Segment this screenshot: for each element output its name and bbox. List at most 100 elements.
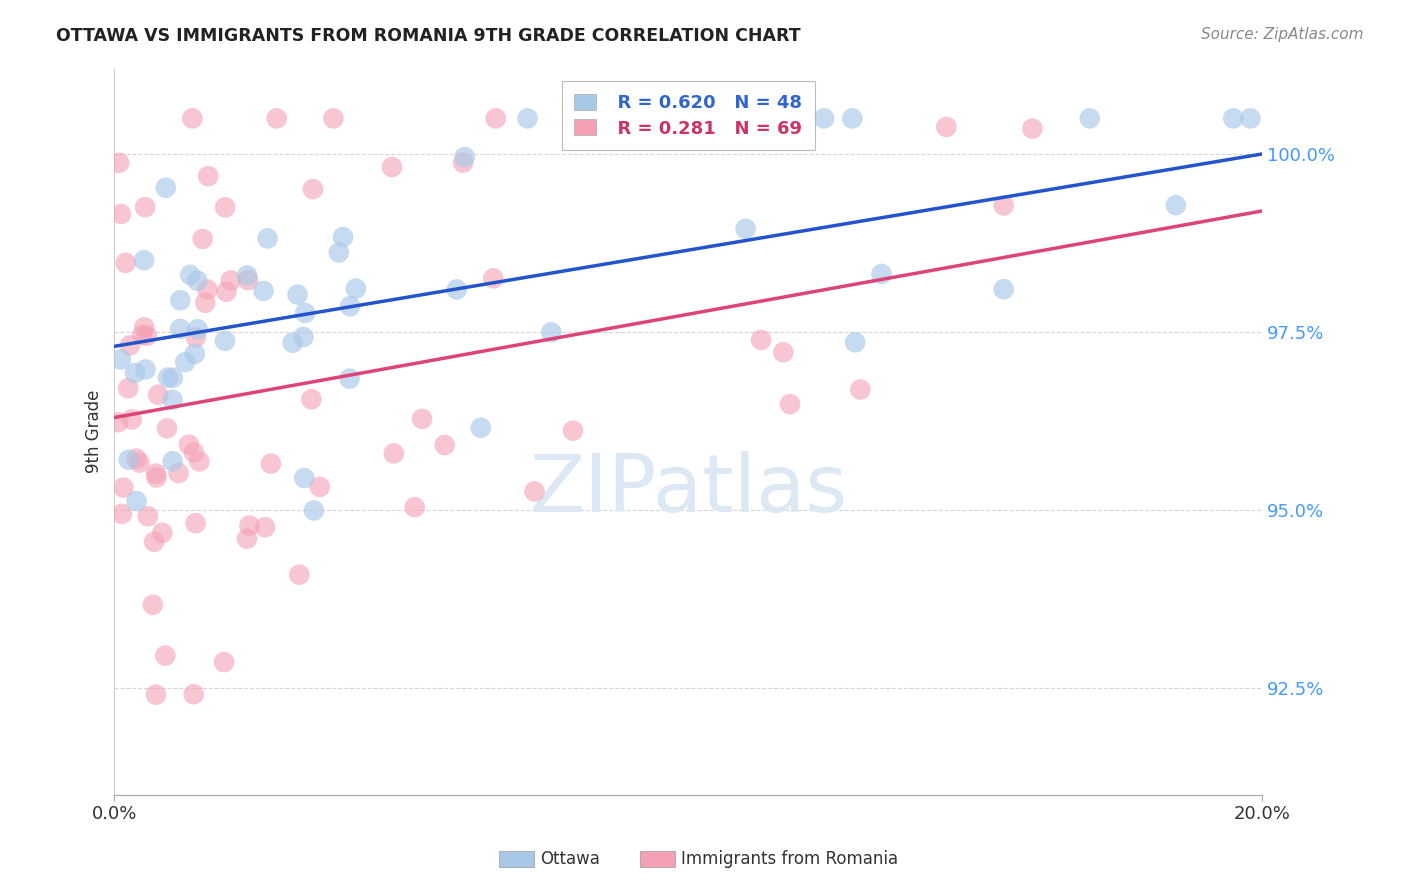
Point bbox=[734, 221, 756, 235]
Point bbox=[131, 328, 153, 343]
Point bbox=[236, 268, 259, 283]
Point bbox=[470, 421, 492, 435]
Point bbox=[562, 424, 585, 438]
Text: Source: ZipAtlas.com: Source: ZipAtlas.com bbox=[1201, 27, 1364, 42]
Point bbox=[179, 268, 201, 282]
Point bbox=[841, 112, 863, 126]
Point bbox=[135, 362, 157, 376]
Point bbox=[110, 207, 132, 221]
Point bbox=[215, 285, 238, 299]
Point bbox=[186, 274, 208, 288]
Point bbox=[236, 532, 259, 546]
Point bbox=[177, 437, 200, 451]
Point bbox=[111, 507, 134, 521]
Point bbox=[121, 412, 143, 426]
Point bbox=[772, 345, 794, 359]
Point bbox=[299, 392, 322, 407]
Point bbox=[184, 516, 207, 531]
Point bbox=[136, 328, 159, 343]
Point bbox=[136, 509, 159, 524]
Point bbox=[118, 452, 141, 467]
Point bbox=[162, 370, 184, 384]
Point bbox=[214, 334, 236, 348]
Point bbox=[339, 371, 361, 385]
Point bbox=[540, 326, 562, 340]
Point bbox=[125, 494, 148, 508]
Point bbox=[281, 335, 304, 350]
Point bbox=[749, 333, 772, 347]
Point bbox=[219, 273, 242, 287]
Point bbox=[167, 466, 190, 480]
Point bbox=[197, 169, 219, 183]
Point bbox=[124, 366, 146, 380]
Point bbox=[183, 445, 205, 459]
Point bbox=[145, 470, 167, 484]
Point bbox=[187, 322, 209, 336]
Point bbox=[155, 648, 177, 663]
Point bbox=[156, 370, 179, 384]
Point bbox=[183, 687, 205, 701]
Point bbox=[252, 284, 274, 298]
Text: OTTAWA VS IMMIGRANTS FROM ROMANIA 9TH GRADE CORRELATION CHART: OTTAWA VS IMMIGRANTS FROM ROMANIA 9TH GR… bbox=[56, 27, 801, 45]
Point bbox=[381, 160, 404, 174]
Point bbox=[128, 456, 150, 470]
Point bbox=[328, 245, 350, 260]
Point bbox=[516, 112, 538, 126]
Point bbox=[1021, 121, 1043, 136]
Point bbox=[134, 200, 156, 214]
Point bbox=[292, 471, 315, 485]
Point bbox=[382, 446, 405, 460]
Point bbox=[143, 534, 166, 549]
Point bbox=[993, 198, 1015, 212]
Point bbox=[107, 415, 129, 429]
Point bbox=[302, 182, 325, 196]
Point bbox=[236, 273, 259, 287]
Point bbox=[451, 155, 474, 169]
Point bbox=[446, 283, 468, 297]
Point bbox=[453, 150, 475, 164]
Point bbox=[256, 231, 278, 245]
Point bbox=[194, 296, 217, 310]
Point bbox=[813, 112, 835, 126]
Point bbox=[212, 655, 235, 669]
Point bbox=[184, 330, 207, 344]
Point bbox=[294, 306, 316, 320]
Point bbox=[214, 200, 236, 214]
Point bbox=[849, 383, 872, 397]
Point bbox=[117, 381, 139, 395]
Point bbox=[195, 283, 218, 297]
Y-axis label: 9th Grade: 9th Grade bbox=[86, 390, 103, 474]
Text: Immigrants from Romania: Immigrants from Romania bbox=[681, 850, 897, 868]
Point bbox=[292, 330, 315, 344]
Point bbox=[302, 503, 325, 517]
Point bbox=[308, 480, 330, 494]
Point bbox=[523, 484, 546, 499]
Legend:   R = 0.620   N = 48,   R = 0.281   N = 69: R = 0.620 N = 48, R = 0.281 N = 69 bbox=[561, 81, 814, 150]
Point bbox=[142, 598, 165, 612]
Point bbox=[112, 481, 135, 495]
Point bbox=[935, 120, 957, 134]
Point bbox=[238, 518, 260, 533]
Point bbox=[322, 112, 344, 126]
Point bbox=[260, 457, 283, 471]
Point bbox=[155, 180, 177, 194]
Point bbox=[870, 267, 893, 281]
Point bbox=[118, 338, 141, 352]
Point bbox=[404, 500, 426, 515]
Point bbox=[344, 282, 367, 296]
Point bbox=[339, 299, 361, 313]
Point bbox=[150, 525, 173, 540]
Point bbox=[433, 438, 456, 452]
Point bbox=[287, 287, 309, 301]
Text: Ottawa: Ottawa bbox=[540, 850, 600, 868]
Point bbox=[1239, 112, 1261, 126]
Point bbox=[110, 352, 132, 367]
Point bbox=[191, 232, 214, 246]
Point bbox=[169, 322, 191, 336]
Point bbox=[993, 282, 1015, 296]
Point bbox=[169, 293, 191, 308]
Point bbox=[1078, 112, 1101, 126]
Point bbox=[1164, 198, 1187, 212]
Point bbox=[145, 467, 167, 481]
Point bbox=[1222, 112, 1244, 126]
